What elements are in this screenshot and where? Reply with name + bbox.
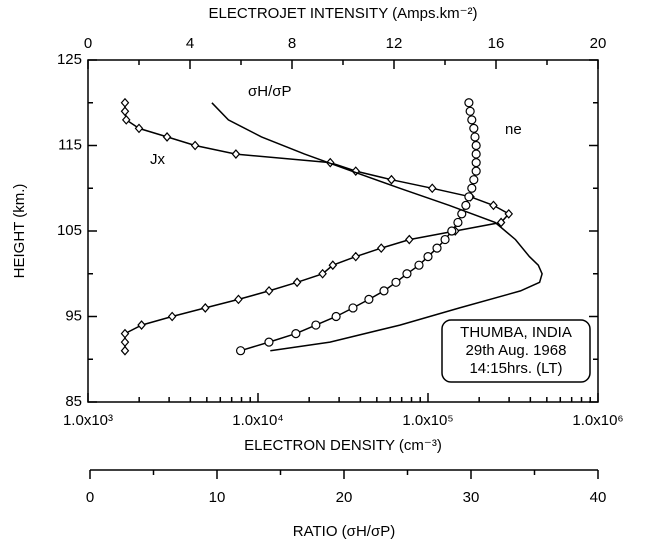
y-tick-label: 125 xyxy=(57,51,82,68)
circle-marker xyxy=(311,320,321,330)
diamond-marker xyxy=(162,132,172,142)
diamond-marker xyxy=(351,251,361,262)
circle-marker xyxy=(469,123,479,133)
circle-marker xyxy=(464,192,474,202)
diamond-marker xyxy=(231,149,241,159)
diamond-marker xyxy=(201,303,210,313)
y-tick-label: 95 xyxy=(65,307,82,324)
circle-marker xyxy=(471,158,481,168)
diamond-marker xyxy=(167,311,177,322)
circle-marker xyxy=(461,200,471,210)
series-line xyxy=(211,102,543,352)
circle-marker xyxy=(414,260,424,270)
diamond-marker xyxy=(264,285,274,296)
series-label: Jx xyxy=(150,151,166,168)
annotation: THUMBA, INDIA xyxy=(460,324,572,341)
circle-marker xyxy=(379,286,389,296)
circle-marker xyxy=(402,269,412,279)
ratio-tick-label: 10 xyxy=(209,489,226,506)
circle-marker xyxy=(432,243,442,253)
diamond-marker xyxy=(120,106,130,117)
top-axis-title: ELECTROJET INTENSITY (Amps.km⁻²) xyxy=(208,5,477,22)
diamond-marker xyxy=(318,268,327,279)
diamond-marker xyxy=(120,328,130,339)
circle-marker xyxy=(235,346,246,356)
series-label: ne xyxy=(505,121,522,138)
circle-marker xyxy=(348,303,358,313)
y-tick-label: 85 xyxy=(65,393,82,410)
top-tick-label: 4 xyxy=(186,35,194,52)
circle-marker xyxy=(447,226,457,236)
diamond-marker xyxy=(190,140,200,151)
series-line xyxy=(124,102,510,351)
circle-marker xyxy=(467,183,477,193)
top-tick-label: 20 xyxy=(590,35,607,52)
diamond-marker xyxy=(121,114,131,125)
y-axis-title: HEIGHT (km.) xyxy=(11,184,28,279)
circle-marker xyxy=(467,115,477,125)
circle-marker xyxy=(291,329,301,339)
top-tick-label: 16 xyxy=(488,35,505,52)
top-tick-label: 12 xyxy=(386,35,403,52)
diamond-marker xyxy=(387,174,396,185)
circle-marker xyxy=(331,311,341,322)
circle-marker xyxy=(471,140,481,151)
annotation-box xyxy=(441,319,591,383)
series-label: σH/σP xyxy=(248,83,292,100)
circle-marker xyxy=(470,132,480,142)
diamond-marker xyxy=(376,243,386,254)
circle-marker xyxy=(423,252,433,262)
diamond-marker xyxy=(427,183,437,194)
bottom-axis-title: ELECTRON DENSITY (cm⁻³) xyxy=(244,437,442,454)
bottom-tick-label: 1.0x10⁶ xyxy=(572,412,623,429)
ratio-axis-title: RATIO (σH/σP) xyxy=(293,523,395,540)
diamond-marker xyxy=(504,208,514,219)
diamond-marker xyxy=(137,320,146,330)
y-tick-label: 105 xyxy=(57,222,82,239)
diamond-marker xyxy=(234,294,243,305)
diamond-marker xyxy=(134,123,144,134)
annotation: 14:15hrs. (LT) xyxy=(469,360,562,377)
diamond-marker xyxy=(496,217,506,228)
diamond-marker xyxy=(120,337,130,348)
circle-marker xyxy=(264,337,274,347)
bottom-tick-label: 1.0x10⁵ xyxy=(402,412,453,429)
circle-marker xyxy=(464,98,474,108)
top-tick-label: 0 xyxy=(84,35,92,52)
circle-marker xyxy=(471,149,481,159)
y-tick-label: 115 xyxy=(58,136,82,153)
bottom-tick-label: 1.0x10⁴ xyxy=(232,412,283,429)
diamond-marker xyxy=(120,345,130,356)
diamond-marker xyxy=(120,97,130,108)
ratio-tick-label: 30 xyxy=(463,489,480,506)
diamond-marker xyxy=(489,200,498,211)
annotation: 29th Aug. 1968 xyxy=(466,342,567,359)
ratio-tick-label: 40 xyxy=(590,489,607,506)
ratio-tick-label: 0 xyxy=(86,489,94,506)
top-tick-label: 8 xyxy=(288,35,296,52)
circle-marker xyxy=(465,106,475,116)
circle-marker xyxy=(440,234,450,245)
circle-marker xyxy=(453,217,463,228)
circle-marker xyxy=(391,277,401,287)
diamond-marker xyxy=(328,260,338,271)
ratio-tick-label: 20 xyxy=(336,489,353,506)
circle-marker xyxy=(471,166,481,176)
circle-marker xyxy=(469,175,479,185)
circle-marker xyxy=(364,294,374,304)
diamond-marker xyxy=(292,277,302,288)
bottom-tick-label: 1.0x10³ xyxy=(63,412,113,429)
diamond-marker xyxy=(405,234,414,245)
